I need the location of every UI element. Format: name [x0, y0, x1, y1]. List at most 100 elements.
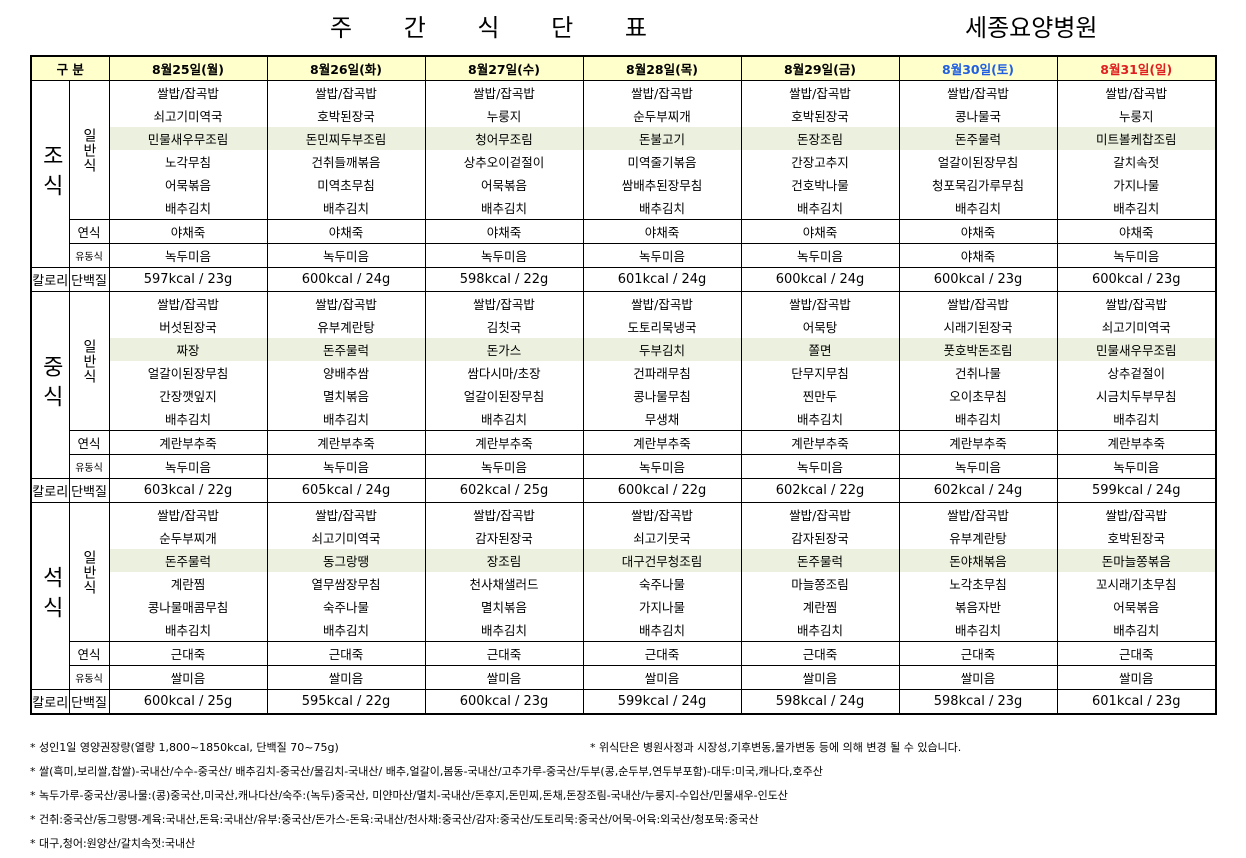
- menu-cell: 배추김치: [898, 618, 1058, 642]
- diet-label: 연식: [68, 430, 110, 455]
- menu-cell: 601kcal / 24g: [582, 267, 742, 292]
- calorie-label: 칼로리: [30, 478, 70, 503]
- diet-label: 일반식: [68, 291, 110, 431]
- menu-cell: 계란부추죽: [898, 430, 1058, 455]
- menu-cell: 건파래무침: [582, 361, 742, 384]
- menu-cell: 근대죽: [740, 641, 900, 666]
- menu-cell: 배추김치: [266, 407, 426, 431]
- menu-cell: 계란부추죽: [108, 430, 268, 455]
- menu-cell: 녹두미음: [266, 454, 426, 479]
- menu-cell: 쌀밥/잡곡밥: [1056, 80, 1217, 104]
- menu-cell: 돈주물럭: [898, 127, 1058, 150]
- menu-cell: 쇠고기뭇국: [582, 526, 742, 549]
- menu-cell: 돈야채볶음: [898, 549, 1058, 572]
- menu-cell: 쌀밥/잡곡밥: [266, 502, 426, 526]
- menu-cell: 배추김치: [740, 618, 900, 642]
- menu-cell: 계란찜: [740, 595, 900, 618]
- diet-label: 유동식: [68, 665, 110, 690]
- menu-cell: 민물새우무조림: [108, 127, 268, 150]
- protein-label: 단백질: [68, 267, 110, 292]
- protein-label: 단백질: [68, 478, 110, 503]
- menu-cell: 김칫국: [424, 315, 584, 338]
- menu-cell: 배추김치: [108, 618, 268, 642]
- menu-cell: 녹두미음: [1056, 454, 1217, 479]
- day-header: 8월28일(목): [582, 55, 742, 81]
- menu-row: 어묵볶음 미역초무침 어묵볶음 쌈배추된장무침 건호박나물 청포묵김가루무침 가지나물: [31, 173, 1217, 196]
- menu-cell: 쇠고기미역국: [1056, 315, 1217, 338]
- menu-row: 중식 일반식 쌀밥/잡곡밥 쌀밥/잡곡밥 쌀밥/잡곡밥 쌀밥/잡곡밥 쌀밥/잡곡밥 쌀밥/잡곡…: [30, 291, 1217, 479]
- menu-cell: 쌀밥/잡곡밥: [1056, 502, 1217, 526]
- menu-cell: 599kcal / 24g: [582, 689, 742, 715]
- menu-row: 조식 일반식 쌀밥/잡곡밥 쌀밥/잡곡밥 쌀밥/잡곡밥 쌀밥/잡곡밥 쌀밥/잡곡밥 쌀밥/잡곡…: [30, 80, 1217, 268]
- menu-cell: 배추김치: [582, 618, 742, 642]
- menu-cell: 계란부추죽: [266, 430, 426, 455]
- menu-cell: 청포묵김가루무침: [898, 173, 1058, 196]
- menu-cell: 야채죽: [424, 219, 584, 244]
- menu-cell: 601kcal / 23g: [1056, 689, 1217, 715]
- menu-row: 노각무침 건취들깨볶음 상추오이겉절이 미역줄기볶음 간장고추지 얼갈이된장무침 갈치속젓: [31, 150, 1217, 173]
- origin-note: * 쌀(흑미,보리쌀,찹쌀)-국내산/수수-중국산/ 배추김치-중국산/물김치-…: [30, 765, 823, 778]
- menu-cell: 순두부찌개: [108, 526, 268, 549]
- menu-cell: 야채죽: [898, 243, 1058, 268]
- menu-cell: 얼갈이된장무침: [898, 150, 1058, 173]
- menu-cell: 짜장: [108, 338, 268, 361]
- menu-cell: 야채죽: [266, 219, 426, 244]
- menu-cell: 멸치볶음: [266, 384, 426, 407]
- menu-cell: 천사채샐러드: [424, 572, 584, 595]
- diet-label: 유동식: [68, 454, 110, 479]
- menu-row: 얼갈이된장무침 양배추쌈 쌈다시마/초장 건파래무침 단무지무침 건취나물 상추겉절이: [31, 361, 1217, 384]
- menu-cell: 602kcal / 22g: [740, 478, 900, 503]
- menu-cell: 노각초무침: [898, 572, 1058, 595]
- menu-row: 배추김치 배추김치 배추김치 배추김치 배추김치 배추김치 배추김치: [31, 196, 1217, 220]
- menu-cell: 얼갈이된장무침: [108, 361, 268, 384]
- menu-cell: 콩나물무침: [582, 384, 742, 407]
- soft-row: 연식 계란부추죽 계란부추죽 계란부추죽 계란부추죽 계란부추죽 계란부추죽 계란부추죽: [31, 430, 1217, 455]
- day-header: 8월29일(금): [740, 55, 900, 81]
- origin-note: * 대구,청어:원양산/갈치속젓:국내산: [30, 837, 196, 850]
- menu-cell: 콩나물국: [898, 104, 1058, 127]
- menu-cell: 배추김치: [1056, 618, 1217, 642]
- menu-cell: 녹두미음: [108, 243, 268, 268]
- menu-cell: 근대죽: [108, 641, 268, 666]
- menu-cell: 유부계란탕: [898, 526, 1058, 549]
- menu-cell: 쫄면: [740, 338, 900, 361]
- menu-row: 콩나물매콤무침 숙주나물 멸치볶음 가지나물 계란찜 볶음자반 어묵볶음: [31, 595, 1217, 618]
- menu-cell: 배추김치: [740, 407, 900, 431]
- menu-cell: 600kcal / 23g: [898, 267, 1058, 292]
- diet-label: 연식: [68, 219, 110, 244]
- menu-cell: 대구건무청조림: [582, 549, 742, 572]
- menu-cell: 쌀미음: [740, 665, 900, 690]
- menu-cell: 배추김치: [108, 196, 268, 220]
- menu-cell: 간장고추지: [740, 150, 900, 173]
- menu-cell: 호박된장국: [1056, 526, 1217, 549]
- menu-cell: 녹두미음: [582, 243, 742, 268]
- header-row: 구 분 8월25일(월) 8월26일(화) 8월27일(수) 8월28일(목) 8월29일…: [30, 55, 1217, 81]
- menu-cell: 쌀밥/잡곡밥: [740, 80, 900, 104]
- day-header: 8월31일(일): [1056, 55, 1217, 81]
- menu-cell: 쌀미음: [266, 665, 426, 690]
- menu-cell: 돈가스: [424, 338, 584, 361]
- meal-label: 중식: [30, 291, 70, 479]
- menu-cell: 볶음자반: [898, 595, 1058, 618]
- menu-cell: 멸치볶음: [424, 595, 584, 618]
- menu-cell: 꼬시래기초무침: [1056, 572, 1217, 595]
- menu-cell: 무생채: [582, 407, 742, 431]
- menu-cell: 노각무침: [108, 150, 268, 173]
- menu-table: 구 분 8월25일(월) 8월26일(화) 8월27일(수) 8월28일(목) 8월29일…: [30, 55, 1218, 715]
- menu-cell: 배추김치: [266, 196, 426, 220]
- menu-cell: 열무쌈장무침: [266, 572, 426, 595]
- menu-cell: 쌈배추된장무침: [582, 173, 742, 196]
- menu-cell: 가지나물: [1056, 173, 1217, 196]
- menu-cell: 녹두미음: [424, 243, 584, 268]
- menu-cell: 598kcal / 24g: [740, 689, 900, 715]
- menu-cell: 야채죽: [108, 219, 268, 244]
- menu-cell: 상추겉절이: [1056, 361, 1217, 384]
- menu-cell: 녹두미음: [424, 454, 584, 479]
- note: * 위식단은 병원사정과 시장성,기후변동,물가변동 등에 의해 변경 될 수 …: [590, 741, 962, 754]
- menu-cell: 감자된장국: [740, 526, 900, 549]
- menu-cell: 야채죽: [740, 219, 900, 244]
- meal-label: 석식: [30, 502, 70, 690]
- day-header: 8월30일(토): [898, 55, 1058, 81]
- diet-label: 일반식: [68, 80, 110, 220]
- menu-cell: 양배추쌈: [266, 361, 426, 384]
